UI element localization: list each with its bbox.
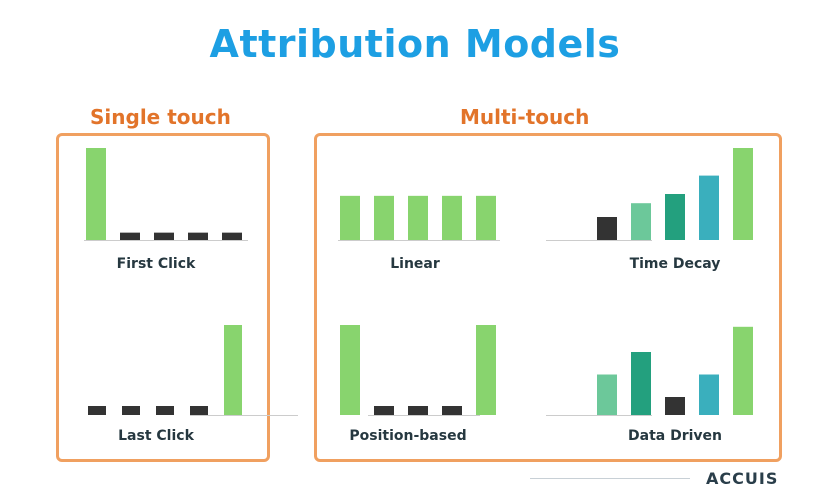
bar <box>224 325 242 415</box>
page-title: Attribution Models <box>209 22 621 66</box>
bar <box>120 232 140 240</box>
bar <box>86 148 106 240</box>
label-last-click: Last Click <box>118 428 194 444</box>
bar <box>340 195 360 240</box>
bar <box>476 195 496 240</box>
bar <box>374 406 394 415</box>
bar <box>190 406 208 415</box>
bar <box>733 148 753 240</box>
label-position-based: Position-based <box>349 428 467 444</box>
bar <box>88 406 106 415</box>
bar <box>222 232 242 240</box>
bar <box>699 374 719 415</box>
bar <box>699 175 719 240</box>
bar <box>122 406 140 415</box>
bar <box>154 232 174 240</box>
bar <box>408 195 428 240</box>
bar <box>631 203 651 240</box>
bar <box>340 325 360 415</box>
bar <box>476 325 496 415</box>
bar <box>442 406 462 415</box>
bar <box>188 232 208 240</box>
multi-touch-label: Multi-touch <box>460 105 590 129</box>
single-touch-label: Single touch <box>90 105 231 129</box>
bar <box>408 406 428 415</box>
bar <box>597 374 617 415</box>
bar <box>442 195 462 240</box>
label-linear: Linear <box>390 256 440 272</box>
bar <box>665 397 685 415</box>
bar <box>733 326 753 415</box>
bar <box>374 195 394 240</box>
bar <box>631 352 651 415</box>
bar <box>665 194 685 240</box>
label-first-click: First Click <box>116 256 196 272</box>
label-data-driven: Data Driven <box>628 428 722 444</box>
label-time-decay: Time Decay <box>629 256 721 272</box>
bar <box>597 217 617 240</box>
bar <box>156 406 174 415</box>
